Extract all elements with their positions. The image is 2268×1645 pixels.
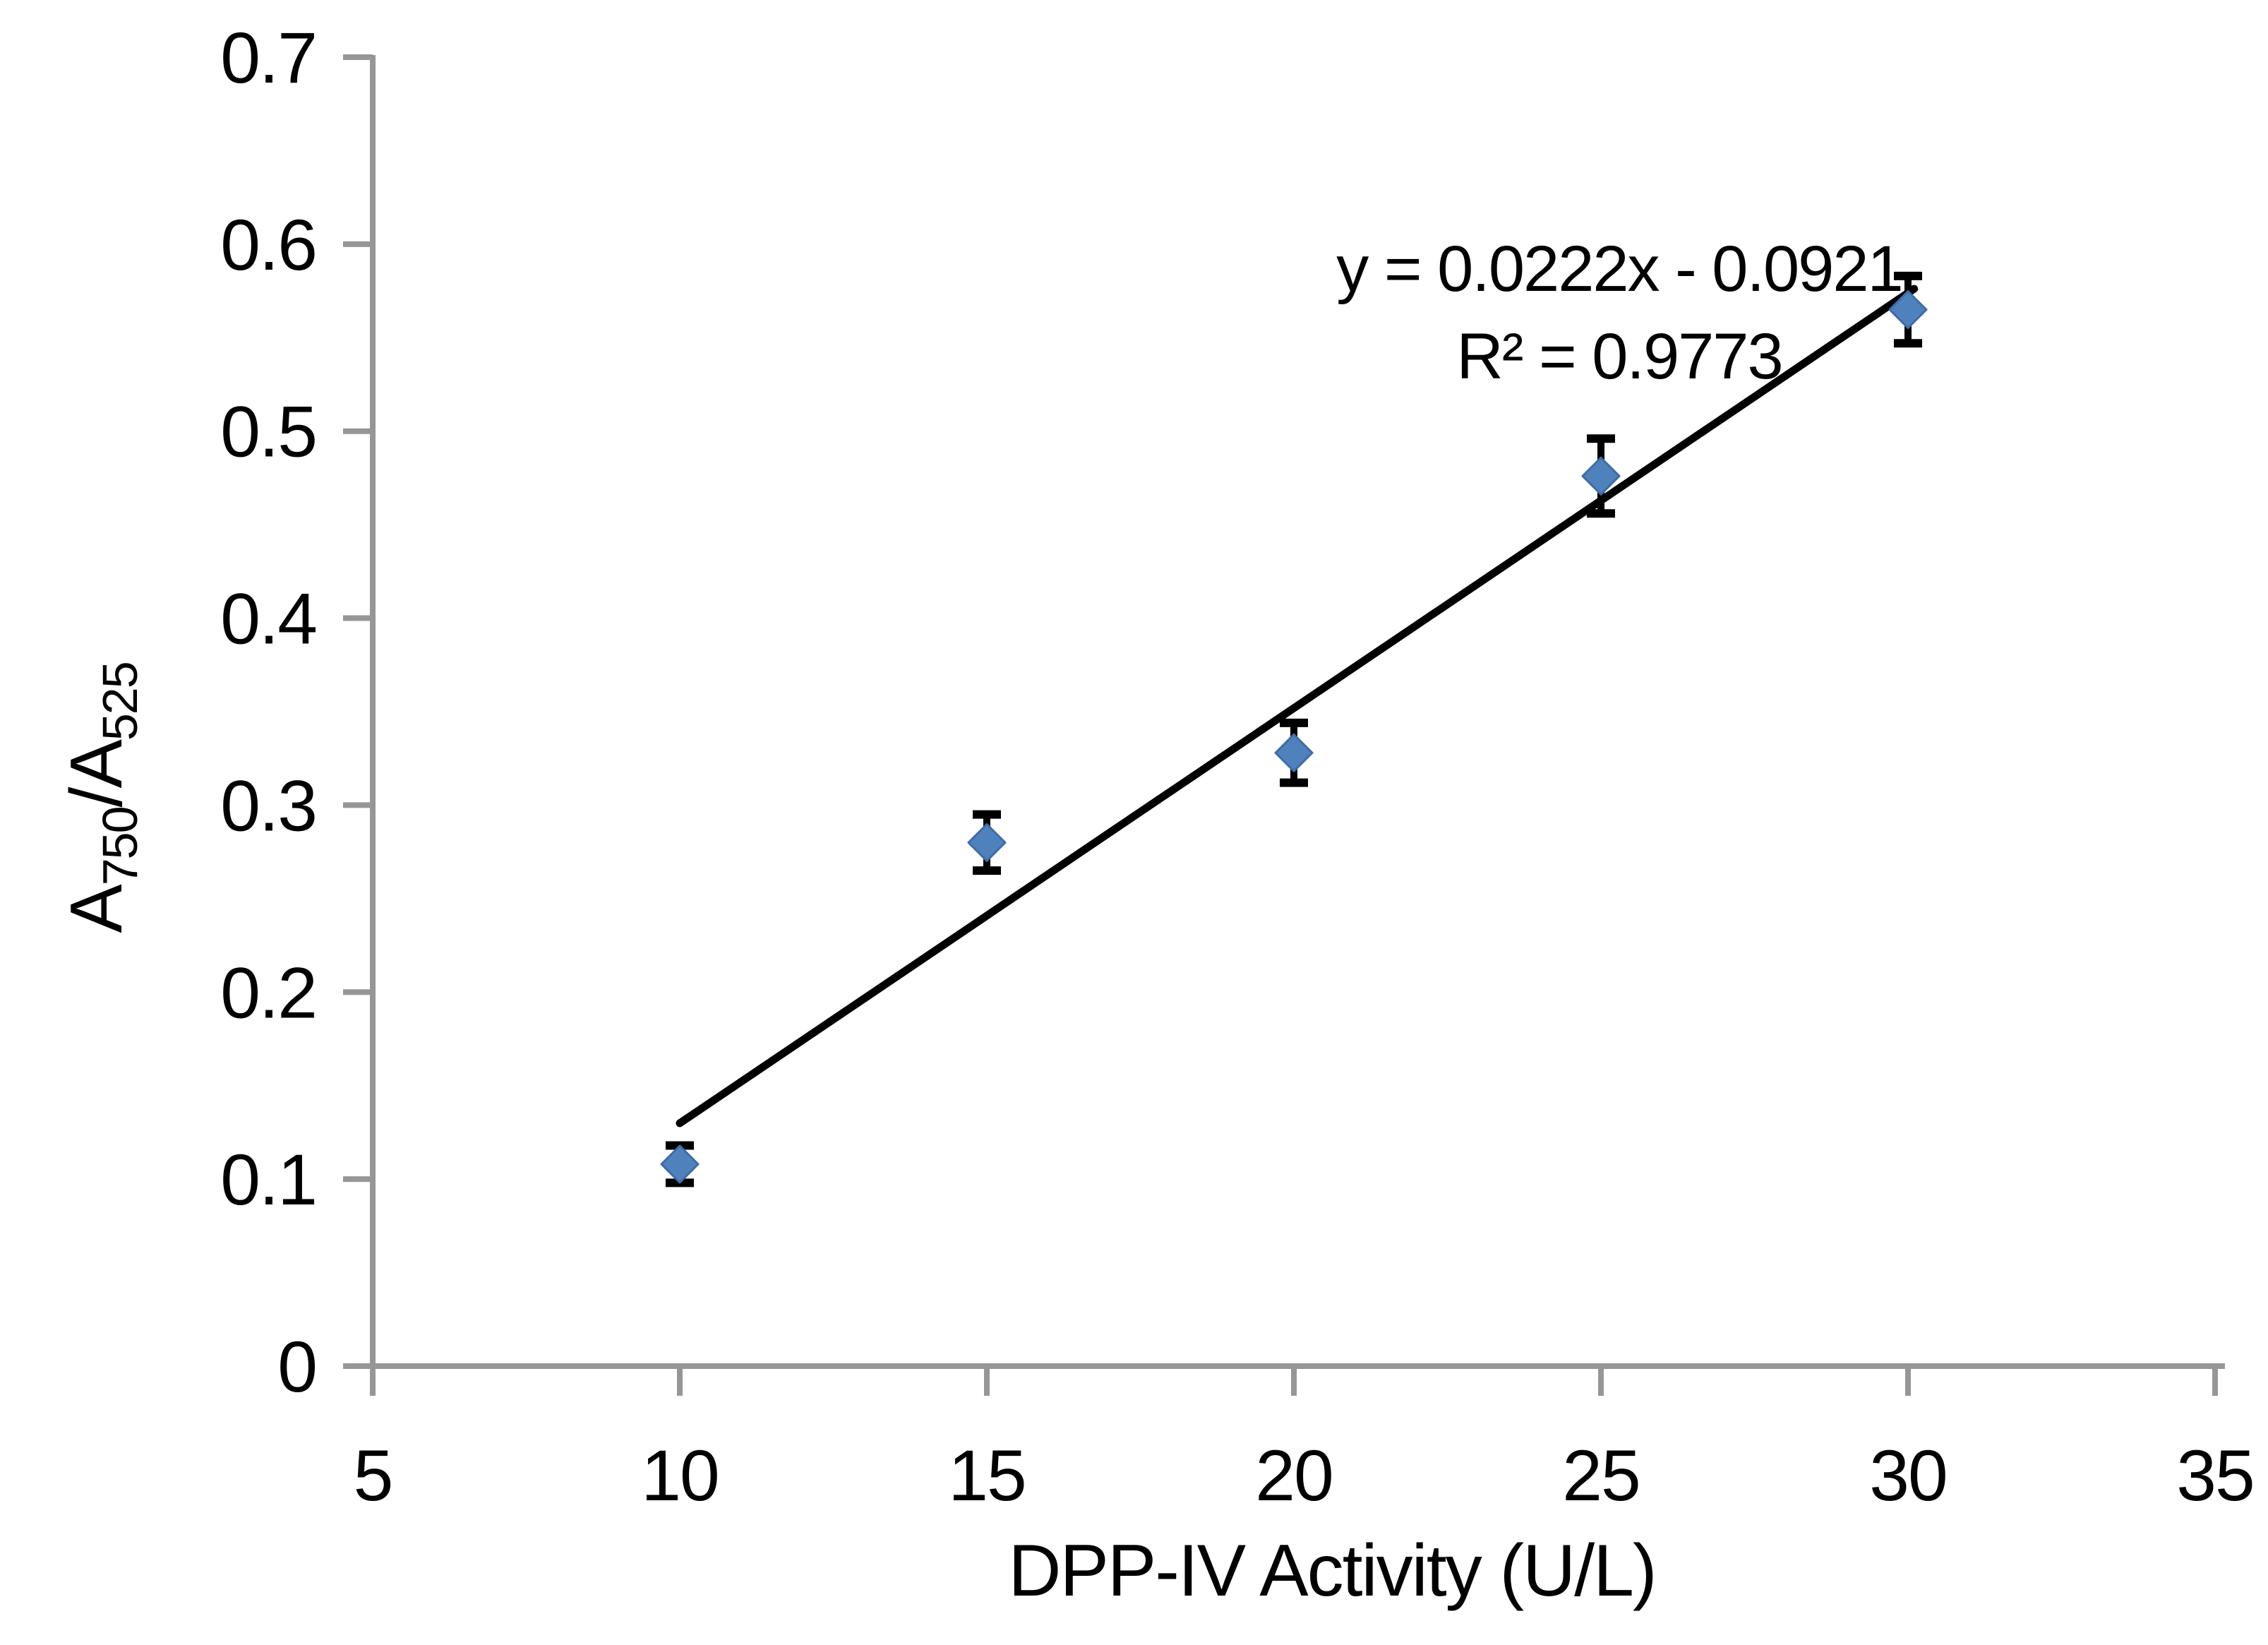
tick-labels-group: 0 0.1 0.2 0.3 0.4 0.5 0.6 0.7 5 10 15 20 25 30 35: [220, 18, 2255, 1516]
trendline: [676, 285, 1919, 1127]
x-tick-label: 10: [641, 1435, 718, 1516]
y-tick-label: 0.7: [220, 18, 316, 98]
data-point-diamond: [1274, 733, 1314, 772]
y-tick-label: 0.4: [220, 579, 316, 659]
x-tick-label: 5: [354, 1435, 392, 1516]
trendline-r-squared: R² = 0.9773: [1456, 321, 1782, 393]
data-point-diamond: [660, 1144, 700, 1184]
x-tick-label: 15: [948, 1435, 1025, 1516]
x-tick-label: 30: [1869, 1435, 1946, 1516]
y-axis-title-sub-2: 525: [92, 662, 148, 741]
x-axis-title: DPP-IV Activity (U/L): [1008, 1530, 1655, 1612]
x-tick-label: 20: [1255, 1435, 1332, 1516]
x-tick-label: 25: [1562, 1435, 1639, 1516]
y-tick-label: 0.5: [220, 392, 316, 472]
y-axis-title-slash: /: [56, 786, 138, 807]
y-axis-title: A750/A525: [56, 662, 148, 933]
x-tick-label: 35: [2176, 1435, 2253, 1516]
ticks-group: [343, 54, 2218, 1396]
y-tick-label: 0.3: [220, 765, 316, 846]
data-point-diamond: [1581, 456, 1621, 496]
y-axis-title-base-1: A: [56, 884, 138, 933]
data-point-diamond: [1888, 290, 1928, 330]
series-group: [660, 271, 1928, 1188]
y-axis-title-sub-1: 750: [92, 807, 148, 885]
data-point-diamond: [967, 823, 1007, 862]
y-tick-label: 0.6: [220, 205, 316, 285]
y-tick-label: 0.1: [220, 1139, 316, 1220]
trendline-equation: y = 0.0222x - 0.0921: [1336, 233, 1902, 305]
y-axis-title-base-2: A: [56, 739, 138, 789]
axes-group: [370, 55, 2225, 1369]
y-tick-label: 0: [277, 1327, 316, 1407]
y-tick-label: 0.2: [220, 952, 316, 1033]
